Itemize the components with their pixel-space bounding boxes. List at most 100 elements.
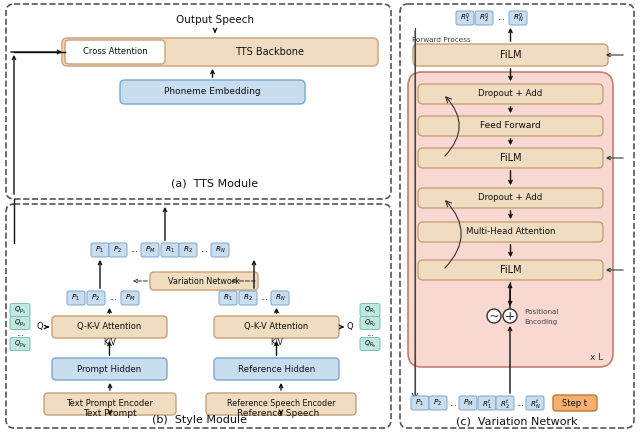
Text: x L: x L <box>589 353 603 362</box>
FancyBboxPatch shape <box>360 317 380 330</box>
Text: Forward Process: Forward Process <box>412 37 471 43</box>
FancyBboxPatch shape <box>206 393 356 415</box>
Text: Cross Attention: Cross Attention <box>83 48 147 57</box>
FancyBboxPatch shape <box>360 337 380 350</box>
FancyBboxPatch shape <box>418 260 603 280</box>
Text: Dropout + Add: Dropout + Add <box>478 89 543 98</box>
FancyBboxPatch shape <box>52 358 167 380</box>
Text: $P_1$: $P_1$ <box>72 293 81 303</box>
Text: (b)  Style Module: (b) Style Module <box>152 415 248 425</box>
FancyBboxPatch shape <box>553 395 597 411</box>
Text: $P_2$: $P_2$ <box>433 398 442 408</box>
Text: Feed Forward: Feed Forward <box>480 121 541 130</box>
Text: Q-K-V Attention: Q-K-V Attention <box>244 323 308 331</box>
Text: $P_2$: $P_2$ <box>113 245 122 255</box>
Text: $R_N$: $R_N$ <box>275 293 285 303</box>
Text: ...: ... <box>516 398 524 407</box>
Text: Dropout + Add: Dropout + Add <box>478 194 543 203</box>
Text: ...: ... <box>497 13 505 22</box>
Text: ...: ... <box>200 245 208 254</box>
FancyBboxPatch shape <box>65 40 165 64</box>
Text: $R_2^t$: $R_2^t$ <box>500 397 510 410</box>
Text: ...: ... <box>449 398 457 407</box>
FancyBboxPatch shape <box>141 243 159 257</box>
Circle shape <box>503 309 517 323</box>
Text: $Q_{p_2}$: $Q_{p_2}$ <box>14 318 26 329</box>
Text: Reference Speech: Reference Speech <box>237 409 319 417</box>
Text: (c)  Variation Network: (c) Variation Network <box>456 416 578 426</box>
Text: ...: ... <box>130 245 138 254</box>
Text: ...: ... <box>260 293 268 302</box>
FancyBboxPatch shape <box>214 316 339 338</box>
FancyBboxPatch shape <box>121 291 139 305</box>
FancyBboxPatch shape <box>418 188 603 208</box>
FancyBboxPatch shape <box>10 304 30 317</box>
FancyBboxPatch shape <box>418 84 603 104</box>
FancyBboxPatch shape <box>120 80 305 104</box>
Text: $R_2$: $R_2$ <box>243 293 253 303</box>
Text: $R_1$: $R_1$ <box>165 245 175 255</box>
Text: $P_M$: $P_M$ <box>145 245 156 255</box>
Text: $P_M$: $P_M$ <box>125 293 135 303</box>
Text: Step t: Step t <box>563 398 588 407</box>
FancyBboxPatch shape <box>44 393 176 415</box>
Text: ...: ... <box>109 293 117 302</box>
FancyBboxPatch shape <box>10 337 30 350</box>
Text: FiLM: FiLM <box>500 265 522 275</box>
FancyBboxPatch shape <box>400 4 634 428</box>
FancyBboxPatch shape <box>62 38 378 66</box>
Text: TTS Backbone: TTS Backbone <box>236 47 305 57</box>
Text: Reference Hidden: Reference Hidden <box>238 365 315 374</box>
Text: Phoneme Embedding: Phoneme Embedding <box>164 88 261 96</box>
FancyBboxPatch shape <box>509 11 527 25</box>
Text: Output Speech: Output Speech <box>176 15 254 25</box>
FancyBboxPatch shape <box>6 204 391 428</box>
Text: Text Prompt Encoder: Text Prompt Encoder <box>67 400 154 409</box>
Text: ...: ... <box>366 330 374 339</box>
FancyBboxPatch shape <box>179 243 197 257</box>
FancyBboxPatch shape <box>526 396 544 410</box>
FancyBboxPatch shape <box>408 72 613 367</box>
Text: +: + <box>505 309 515 323</box>
FancyBboxPatch shape <box>52 316 167 338</box>
Text: Q: Q <box>347 323 353 331</box>
Circle shape <box>487 309 501 323</box>
Text: $P_1$: $P_1$ <box>415 398 424 408</box>
Text: ...: ... <box>16 330 24 339</box>
Text: FiLM: FiLM <box>500 50 522 60</box>
Text: $P_1$: $P_1$ <box>95 245 104 255</box>
Text: Reference Speech Encoder: Reference Speech Encoder <box>227 400 335 409</box>
Text: FiLM: FiLM <box>500 153 522 163</box>
Text: $Q_{R_1}$: $Q_{R_1}$ <box>364 305 376 315</box>
FancyBboxPatch shape <box>429 396 447 410</box>
Text: Q-K-V Attention: Q-K-V Attention <box>77 323 141 331</box>
FancyBboxPatch shape <box>456 11 474 25</box>
FancyBboxPatch shape <box>10 317 30 330</box>
Text: Q: Q <box>36 323 44 331</box>
Text: $P_M$: $P_M$ <box>463 398 473 408</box>
Text: ~: ~ <box>489 309 499 323</box>
Text: $P_2$: $P_2$ <box>92 293 100 303</box>
FancyBboxPatch shape <box>459 396 477 410</box>
Text: $Q_{p_N}$: $Q_{p_N}$ <box>13 338 26 349</box>
Text: Positional: Positional <box>524 309 558 315</box>
FancyBboxPatch shape <box>475 11 493 25</box>
Text: K/V: K/V <box>103 337 116 346</box>
FancyBboxPatch shape <box>67 291 85 305</box>
Text: $R_N$: $R_N$ <box>214 245 225 255</box>
Text: Text Prompt: Text Prompt <box>83 409 137 417</box>
FancyBboxPatch shape <box>109 243 127 257</box>
Text: (a)  TTS Module: (a) TTS Module <box>172 178 259 188</box>
Text: $R_1^0$: $R_1^0$ <box>460 11 470 25</box>
Text: $R_2$: $R_2$ <box>183 245 193 255</box>
FancyBboxPatch shape <box>211 243 229 257</box>
Text: K/V: K/V <box>270 337 283 346</box>
FancyBboxPatch shape <box>418 148 603 168</box>
FancyBboxPatch shape <box>418 222 603 242</box>
Text: $Q_{p_1}$: $Q_{p_1}$ <box>14 304 26 316</box>
FancyBboxPatch shape <box>87 291 105 305</box>
FancyBboxPatch shape <box>161 243 179 257</box>
FancyBboxPatch shape <box>150 272 258 290</box>
Text: $R_N^t$: $R_N^t$ <box>530 397 540 410</box>
Text: $R_1$: $R_1$ <box>223 293 233 303</box>
